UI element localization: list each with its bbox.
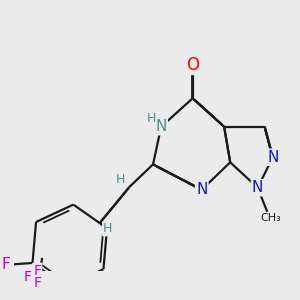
Text: H: H — [116, 173, 125, 186]
Text: H: H — [147, 112, 156, 125]
Text: H: H — [103, 222, 112, 236]
Text: F: F — [24, 270, 32, 284]
Text: F: F — [33, 264, 41, 278]
Text: N: N — [252, 180, 263, 195]
Text: N: N — [196, 182, 208, 197]
Text: F: F — [1, 257, 10, 272]
Text: N: N — [267, 150, 278, 165]
Text: CH₃: CH₃ — [260, 213, 281, 223]
Text: F: F — [33, 277, 41, 290]
Text: N: N — [155, 119, 167, 134]
Text: O: O — [186, 56, 199, 74]
